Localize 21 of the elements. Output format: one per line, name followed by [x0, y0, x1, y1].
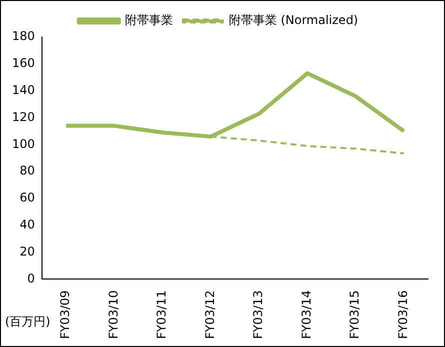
- y-tick-label: 40: [20, 217, 35, 232]
- y-tick-label: 180: [12, 29, 35, 44]
- x-tick-label: FY03/10: [106, 290, 120, 340]
- y-tick-label: 20: [20, 244, 35, 258]
- y-tick-label: 0: [27, 271, 35, 286]
- y-tick-label: 120: [12, 110, 35, 124]
- x-tick-label: FY03/13: [251, 290, 266, 340]
- x-tick-label: FY03/12: [202, 290, 217, 340]
- x-tick-label: FY03/09: [58, 290, 72, 340]
- x-tick-label: FY03/15: [348, 290, 362, 340]
- x-tick-label: FY03/16: [396, 290, 410, 340]
- y-tick-label: 100: [12, 136, 35, 151]
- x-tick-label: FY03/11: [154, 290, 169, 340]
- y-tick-label: 140: [12, 82, 35, 97]
- y-tick-label: 60: [20, 190, 35, 205]
- y-tick-label: 160: [12, 56, 35, 70]
- legend-label: 附帯事業: [124, 13, 173, 28]
- legend-label: 附帯事業 (Normalized): [228, 13, 358, 28]
- y-axis-title: (百万円): [5, 314, 50, 328]
- y-tick-label: 80: [20, 164, 35, 178]
- x-tick-label: FY03/14: [299, 290, 314, 340]
